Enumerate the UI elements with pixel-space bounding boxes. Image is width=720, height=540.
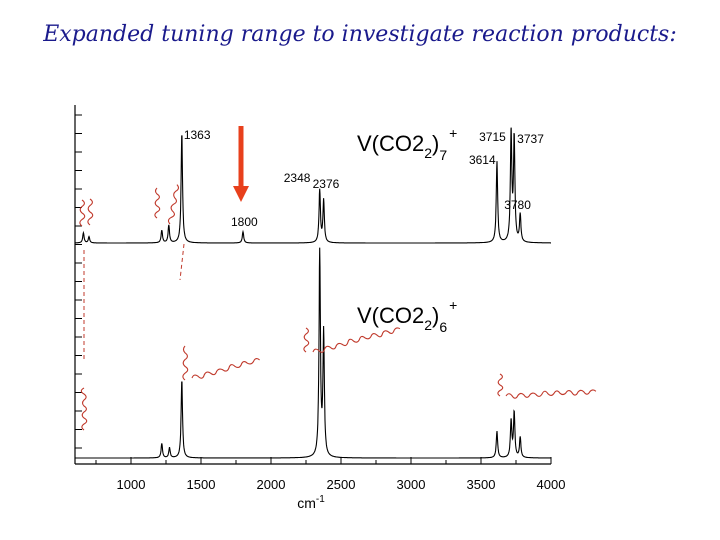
peak-label-3780: 3780 xyxy=(504,198,531,212)
peak-label-3715: 3715 xyxy=(479,130,506,144)
red-arrow-head xyxy=(233,186,249,202)
scribble-1363-region-2 xyxy=(167,184,180,225)
peak-label-1800: 1800 xyxy=(231,215,258,229)
x-tick-label: 2000 xyxy=(257,477,286,492)
series-line-2 xyxy=(75,247,551,459)
slide-title: Expanded tuning range to investigate rea… xyxy=(43,22,677,47)
x-tick-label: 3000 xyxy=(397,477,426,492)
scribble-left-upper-2 xyxy=(87,198,94,226)
scribble-lower-2348 xyxy=(303,327,310,353)
scribble-lower-1363 xyxy=(182,345,189,381)
x-tick-label: 4000 xyxy=(537,477,566,492)
series-line-1 xyxy=(75,127,551,244)
handwritten-annotations xyxy=(79,184,597,431)
x-tick-label: 3500 xyxy=(467,477,496,492)
x-tick-label: 1000 xyxy=(117,477,146,492)
scribble-left-upper xyxy=(79,199,86,227)
red-arrow xyxy=(233,126,249,202)
dashed-guide-1363 xyxy=(179,243,185,281)
species-label-2: V(CO22)6+ xyxy=(357,297,457,335)
scribble-lower-3700 xyxy=(497,373,504,397)
peak-label-3737: 3737 xyxy=(517,132,544,146)
x-tick-label: 2500 xyxy=(327,477,356,492)
peak-label-2376: 2376 xyxy=(313,177,340,191)
x-axis-label: cm-1 xyxy=(297,494,325,511)
peak-label-2348: 2348 xyxy=(284,171,311,185)
species-labels: V(CO22)7+ V(CO22)6+ xyxy=(357,125,457,335)
spectrum-traces xyxy=(75,127,551,459)
scribble-left-lower xyxy=(80,387,88,431)
scribble-1363-region xyxy=(154,187,161,219)
peak-label-1363: 1363 xyxy=(184,128,211,142)
species-label-1: V(CO22)7+ xyxy=(357,125,457,163)
peak-label-3614: 3614 xyxy=(469,153,496,167)
peak-labels: 1363 1800 2348 2376 3614 3715 3737 3780 xyxy=(184,128,544,229)
scribble-lower-3700-2 xyxy=(505,389,597,399)
scribble-lower-2348-2 xyxy=(312,327,401,353)
scribble-lower-1363-2 xyxy=(191,358,260,379)
x-tick-label: 1500 xyxy=(187,477,216,492)
chart-axes: 1000 1500 2000 2500 3000 3500 4000 cm-1 xyxy=(74,105,566,511)
